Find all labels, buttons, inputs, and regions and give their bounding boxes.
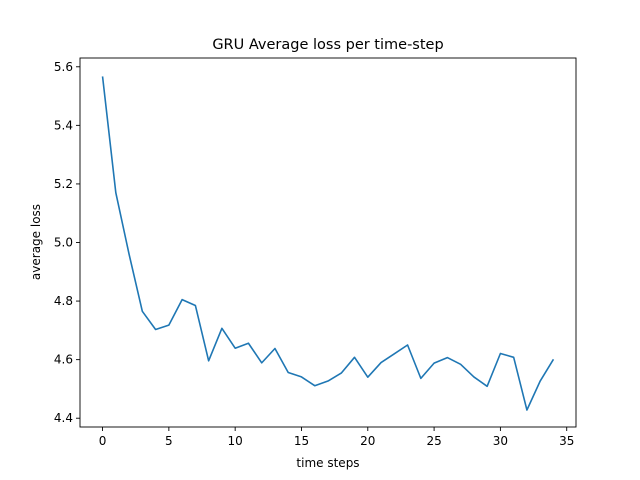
x-tick-label: 20 (360, 434, 375, 448)
plot-area (79, 57, 577, 428)
y-tick-label: 5.6 (54, 60, 73, 74)
loss-series-line (101, 76, 555, 411)
x-tick-label: 10 (228, 434, 243, 448)
y-tick-label: 5.2 (54, 177, 73, 191)
axes-frame (79, 57, 577, 428)
x-tick-label: 0 (99, 434, 107, 448)
x-tick-label: 5 (165, 434, 173, 448)
x-tick-label: 35 (559, 434, 574, 448)
x-tick-label: 15 (294, 434, 309, 448)
x-axis-label: time steps (296, 456, 359, 470)
x-tick-label: 25 (426, 434, 441, 448)
y-tick-label: 4.8 (54, 294, 73, 308)
y-tick-label: 4.6 (54, 353, 73, 367)
y-tick-label: 4.4 (54, 411, 73, 425)
y-tick-label: 5.0 (54, 236, 73, 250)
y-axis-label: average loss (29, 204, 43, 280)
x-tick-label: 30 (493, 434, 508, 448)
chart-title: GRU Average loss per time-step (212, 37, 443, 53)
x-axis: 0 5 10 15 20 25 30 35 (99, 427, 574, 448)
y-axis: 4.4 4.6 4.8 5.0 5.2 5.4 5.6 (54, 60, 80, 425)
y-tick-label: 5.4 (54, 118, 73, 132)
